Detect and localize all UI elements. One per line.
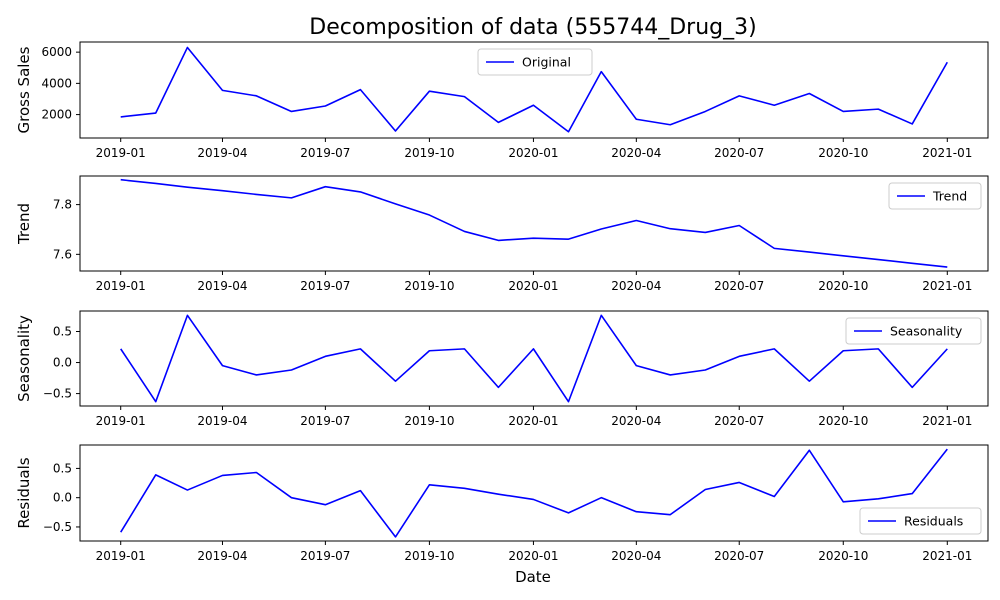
x-tick-label: 2019-07 — [300, 414, 350, 428]
legend-label: Seasonality — [890, 324, 963, 339]
x-tick-label: 2020-07 — [714, 146, 764, 160]
legend-label: Residuals — [904, 514, 963, 529]
y-tick-label: −0.5 — [43, 520, 72, 534]
x-tick-label: 2021-01 — [922, 414, 972, 428]
x-tick-label: 2020-10 — [818, 414, 868, 428]
x-tick-label: 2020-07 — [714, 279, 764, 293]
y-tick-label: 0.0 — [53, 356, 72, 370]
y-tick-label: 6000 — [41, 45, 72, 59]
y-tick-label: −0.5 — [43, 387, 72, 401]
axes-frame — [79, 41, 989, 139]
x-tick-label: 2019-04 — [197, 549, 247, 563]
axes-frame — [79, 444, 989, 542]
series-line-original — [120, 46, 948, 133]
y-tick-label: 0.5 — [53, 461, 72, 475]
axes-frame — [79, 175, 989, 272]
y-tick-label: 0.5 — [53, 324, 72, 338]
x-tick-label: 2019-04 — [197, 414, 247, 428]
x-tick-label: 2021-01 — [922, 146, 972, 160]
x-tick-label: 2020-01 — [508, 414, 558, 428]
legend: Trend — [888, 182, 982, 210]
x-tick-label: 2019-01 — [96, 549, 146, 563]
x-tick-label: 2019-01 — [96, 414, 146, 428]
x-tick-label: 2020-07 — [714, 414, 764, 428]
x-tick-label: 2021-01 — [922, 549, 972, 563]
x-tick-label: 2020-04 — [611, 414, 661, 428]
x-tick-label: 2019-04 — [197, 279, 247, 293]
x-tick-label: 2020-01 — [508, 279, 558, 293]
x-tick-label: 2020-10 — [818, 549, 868, 563]
legend-box — [859, 507, 982, 535]
x-tick-label: 2019-10 — [404, 146, 454, 160]
axes-frame — [79, 310, 989, 407]
x-tick-label: 2020-04 — [611, 279, 661, 293]
x-tick-label: 2020-07 — [714, 549, 764, 563]
x-tick-label: 2019-10 — [404, 414, 454, 428]
series-line-seasonality — [120, 314, 948, 403]
x-tick-label: 2019-07 — [300, 146, 350, 160]
x-tick-label: 2019-10 — [404, 279, 454, 293]
series-line-residuals — [120, 448, 948, 538]
y-axis-label: Gross Sales — [15, 46, 33, 133]
legend-box — [477, 48, 593, 76]
x-tick-label: 2021-01 — [922, 279, 972, 293]
x-tick-label: 2020-10 — [818, 146, 868, 160]
legend-box — [845, 317, 982, 345]
x-tick-label: 2020-04 — [611, 146, 661, 160]
y-tick-label: 7.6 — [53, 247, 72, 261]
y-axis-label: Trend — [15, 203, 33, 245]
y-tick-label: 7.8 — [53, 198, 72, 212]
y-tick-label: 0.0 — [53, 491, 72, 505]
legend-box — [888, 182, 982, 210]
y-axis-label: Residuals — [15, 457, 33, 528]
y-axis-label: Seasonality — [15, 315, 33, 402]
x-tick-label: 2020-04 — [611, 549, 661, 563]
figure-title: Decomposition of data (555744_Drug_3) — [309, 15, 756, 40]
y-tick-label: 4000 — [41, 76, 72, 90]
legend: Residuals — [859, 507, 982, 535]
legend: Original — [477, 48, 593, 76]
legend: Seasonality — [845, 317, 982, 345]
x-tick-label: 2019-10 — [404, 549, 454, 563]
x-tick-label: 2020-01 — [508, 549, 558, 563]
series-line-trend — [120, 178, 948, 268]
x-tick-label: 2019-07 — [300, 549, 350, 563]
subplot-1: 2000 4000 6000 2019-01 2019-04 2019-07 2019-10… — [15, 41, 989, 160]
x-tick-label: 2019-07 — [300, 279, 350, 293]
legend-label: Trend — [932, 189, 967, 204]
x-axis-label: Date — [515, 568, 551, 586]
y-tick-label: 2000 — [41, 108, 72, 122]
legend-label: Original — [522, 55, 571, 70]
subplot-3: −0.5 0.0 0.5 2019-01 2019-04 2019-07 2019-10 20… — [15, 310, 989, 428]
subplot-2: 7.6 7.8 2019-01 2019-04 2019-07 2019-10 2020-0… — [15, 175, 989, 293]
x-tick-label: 2020-01 — [508, 146, 558, 160]
subplot-4: −0.5 0.0 0.5 2019-01 2019-04 2019-07 2019-10 20… — [15, 444, 989, 563]
x-tick-label: 2020-10 — [818, 279, 868, 293]
x-tick-label: 2019-01 — [96, 146, 146, 160]
x-tick-label: 2019-04 — [197, 146, 247, 160]
x-tick-label: 2019-01 — [96, 279, 146, 293]
